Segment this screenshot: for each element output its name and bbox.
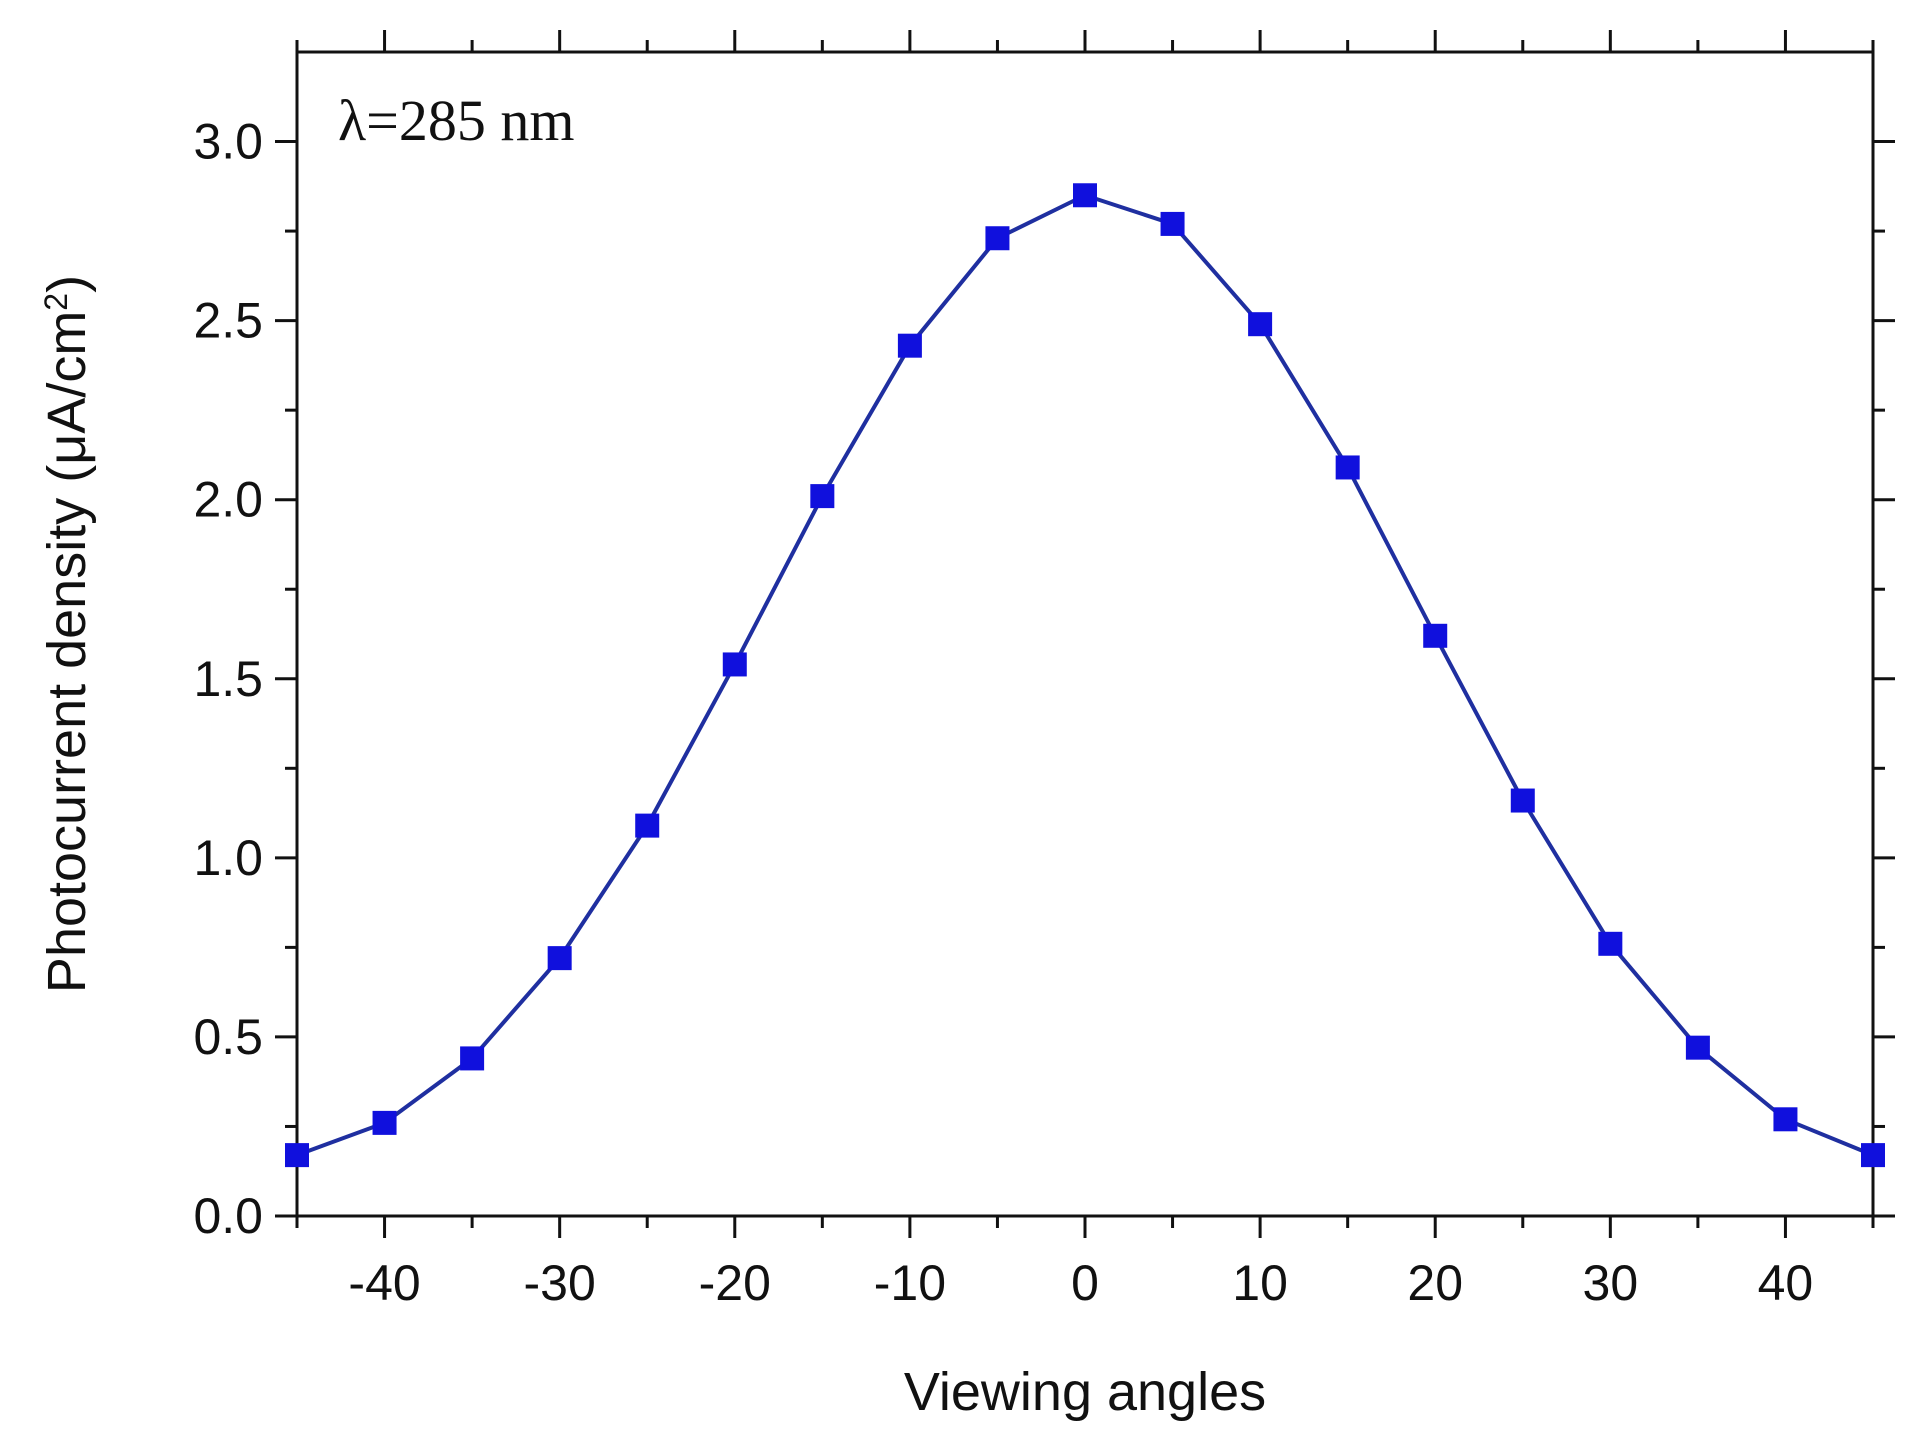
data-point	[285, 1143, 309, 1168]
y-tick-label: 0.0	[193, 1188, 263, 1244]
data-point	[547, 946, 572, 971]
x-tick-label: 10	[1232, 1255, 1288, 1311]
y-axis-title-main: Photocurrent density (μA/cm	[37, 311, 97, 993]
series-markers	[285, 183, 1885, 1168]
data-point	[1423, 623, 1448, 648]
data-point	[1773, 1107, 1798, 1132]
axis-ticks	[275, 30, 1895, 1238]
y-tick-label: 0.5	[193, 1009, 263, 1065]
y-tick-label: 3.0	[193, 114, 263, 170]
data-point	[1861, 1143, 1885, 1168]
data-point	[722, 652, 747, 677]
x-axis-title: Viewing angles	[904, 1362, 1266, 1422]
x-tick-label: -20	[699, 1255, 771, 1311]
data-point	[1248, 312, 1273, 337]
data-point	[810, 484, 835, 509]
y-axis-title-close: )	[37, 275, 97, 293]
x-tick-label: -40	[348, 1255, 420, 1311]
data-point	[460, 1046, 485, 1071]
y-axis-title-superscript: 2	[38, 293, 74, 311]
data-point	[897, 333, 922, 358]
data-point	[1598, 931, 1623, 956]
data-point	[372, 1110, 397, 1135]
annotation-wavelength: λ=285 nm	[338, 88, 574, 153]
y-axis-title: Photocurrent density (μA/cm2)	[37, 275, 97, 993]
data-point	[635, 813, 660, 838]
tick-labels: -40 -30 -20 -10 0 10 20 30 40 0.0 0.5 1.0 1.5 2.0 2.5 3…	[193, 114, 1813, 1311]
data-point	[1073, 183, 1097, 208]
data-point	[985, 226, 1010, 251]
data-point	[1160, 211, 1185, 236]
x-tick-label: 0	[1071, 1255, 1099, 1311]
x-tick-label: 30	[1583, 1255, 1639, 1311]
y-tick-label: 1.5	[193, 651, 263, 707]
data-point	[1335, 455, 1360, 480]
data-point	[1510, 788, 1535, 813]
y-tick-label: 1.0	[193, 830, 263, 886]
series-line	[296, 193, 1874, 1157]
y-tick-label: 2.0	[193, 472, 263, 528]
x-tick-label: 40	[1758, 1255, 1814, 1311]
x-tick-label: 20	[1407, 1255, 1463, 1311]
plot-frame	[295, 50, 1875, 1218]
x-tick-label: -10	[874, 1255, 946, 1311]
data-point	[1685, 1035, 1710, 1060]
x-tick-label: -30	[524, 1255, 596, 1311]
y-tick-label: 2.5	[193, 293, 263, 349]
